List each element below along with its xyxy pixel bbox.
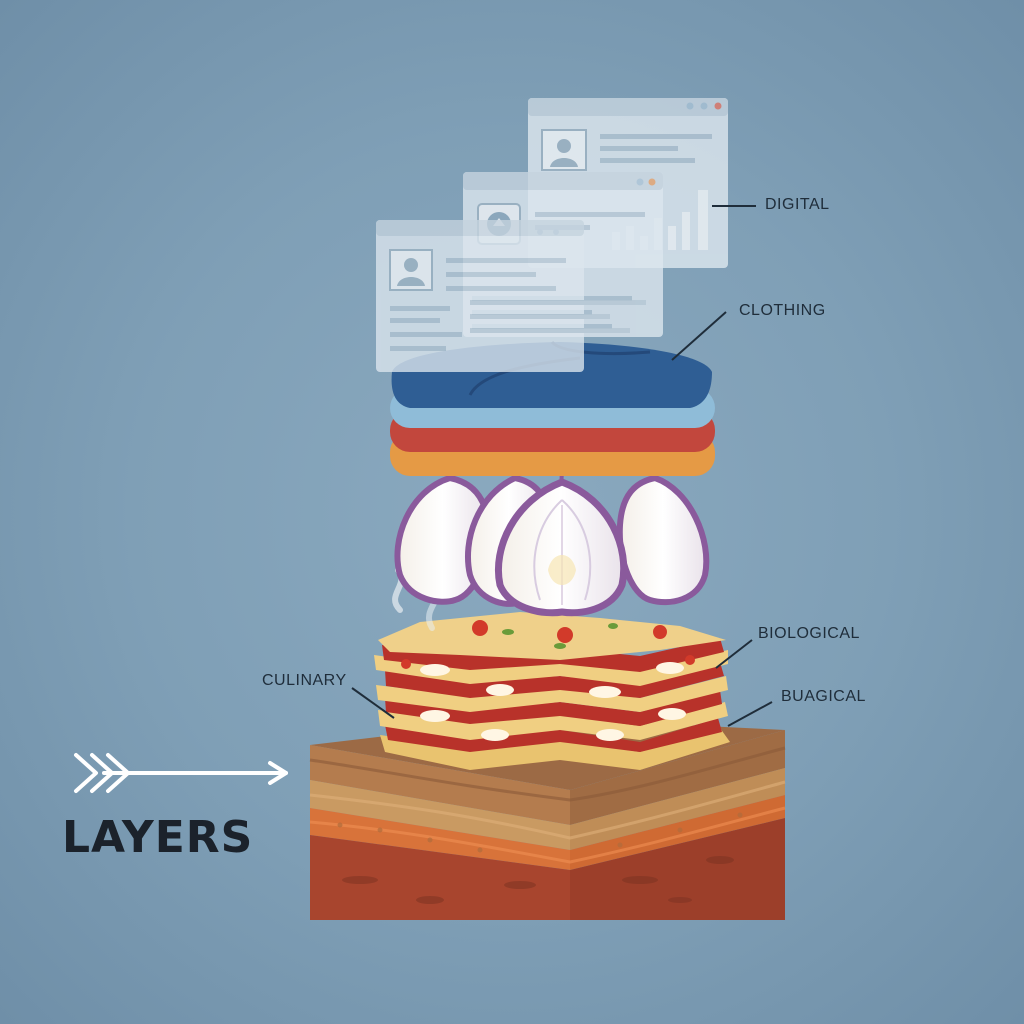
label-culinary: CULINARY: [262, 672, 347, 689]
lasagna: [374, 567, 730, 770]
label-clothing: CLOTHING: [739, 302, 826, 319]
onions: [394, 466, 710, 617]
soil-block: [309, 718, 786, 920]
leader-lines: [351, 205, 773, 727]
profile-icon: [389, 249, 433, 291]
profile-icon: [541, 129, 587, 171]
label-buagical: BUAGICAL: [781, 688, 866, 705]
digital-windows: [376, 98, 728, 372]
browser-window-front: [376, 220, 646, 372]
label-biological: BIOLOGICAL: [758, 625, 860, 642]
label-digital: DIGITAL: [765, 196, 830, 213]
arrow-right-icon: [74, 753, 288, 793]
page-title: LAYERS: [62, 812, 254, 863]
